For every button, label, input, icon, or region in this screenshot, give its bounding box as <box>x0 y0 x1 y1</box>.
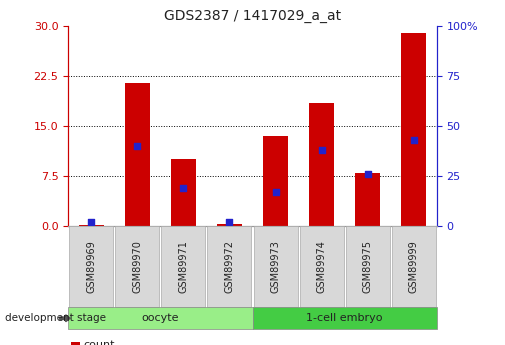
Bar <box>79 225 104 226</box>
Point <box>410 137 418 143</box>
Text: GSM89969: GSM89969 <box>86 240 96 293</box>
Text: 1-cell embryo: 1-cell embryo <box>307 313 383 323</box>
Text: GSM89971: GSM89971 <box>178 240 188 293</box>
Bar <box>171 159 196 226</box>
Text: GDS2387 / 1417029_a_at: GDS2387 / 1417029_a_at <box>164 9 341 23</box>
Point <box>364 171 372 177</box>
Point <box>225 219 233 225</box>
Text: development stage: development stage <box>5 313 106 323</box>
Text: GSM89975: GSM89975 <box>363 240 373 293</box>
Point <box>179 185 187 191</box>
Text: GSM89973: GSM89973 <box>271 240 281 293</box>
Point <box>318 147 326 153</box>
Text: GSM89972: GSM89972 <box>224 240 234 293</box>
Bar <box>355 172 380 226</box>
Text: count: count <box>83 340 115 345</box>
Bar <box>263 136 288 226</box>
Point <box>272 189 280 195</box>
Bar <box>125 82 150 226</box>
Text: GSM89999: GSM89999 <box>409 240 419 293</box>
Text: oocyte: oocyte <box>141 313 179 323</box>
Text: GSM89970: GSM89970 <box>132 240 142 293</box>
Point <box>87 219 95 225</box>
Bar <box>401 32 426 226</box>
Text: GSM89974: GSM89974 <box>317 240 327 293</box>
Bar <box>309 102 334 226</box>
Bar <box>217 224 242 226</box>
Point <box>133 143 141 149</box>
